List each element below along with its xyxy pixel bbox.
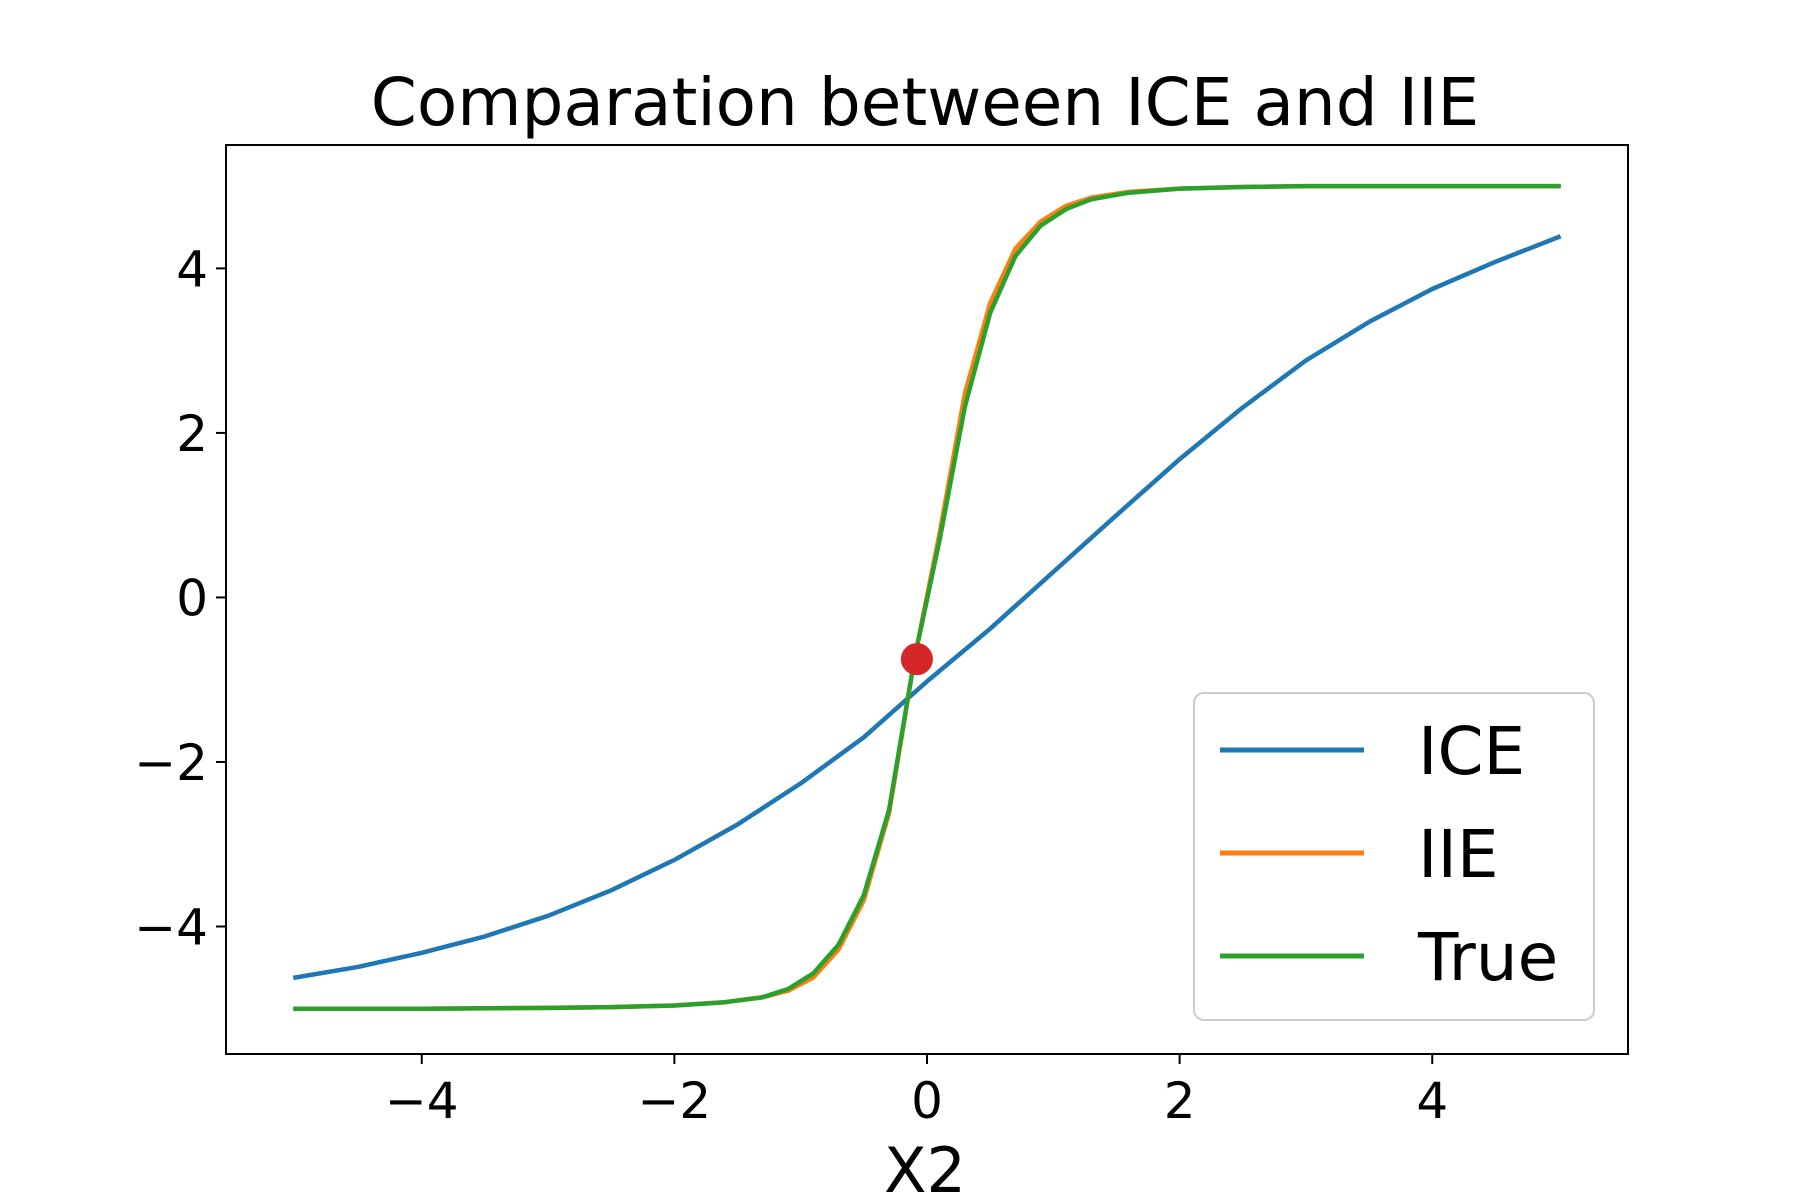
- y-tick-label: −2: [134, 734, 208, 792]
- legend-box: [1193, 692, 1595, 1021]
- y-tick-label: −4: [134, 898, 208, 956]
- marker-point: [900, 643, 933, 676]
- series-line-true: [293, 183, 1561, 1012]
- series-line-ice: [292, 234, 1562, 981]
- legend-label-iie: IIE: [1418, 816, 1499, 893]
- legend: ICE IIE True: [1193, 692, 1595, 1021]
- legend-label-true: True: [1417, 919, 1558, 996]
- plot-area: −4 −2 0 2 4 −4 −2 0 2 4: [134, 144, 1629, 1130]
- x-tick-label: 4: [1416, 1072, 1448, 1130]
- x-tick-label: 0: [911, 1072, 943, 1130]
- x-tick-label: 2: [1164, 1072, 1196, 1130]
- x-tick-label: −4: [385, 1072, 459, 1130]
- y-tick-label: 4: [176, 240, 208, 298]
- x-tick-label: −2: [638, 1072, 712, 1130]
- y-tick-label: 2: [176, 405, 208, 463]
- legend-label-ice: ICE: [1418, 713, 1525, 790]
- chart-title: Comparation between ICE and IIE: [371, 64, 1479, 141]
- x-axis-label: X2: [884, 1134, 966, 1200]
- y-tick-label: 0: [176, 569, 208, 627]
